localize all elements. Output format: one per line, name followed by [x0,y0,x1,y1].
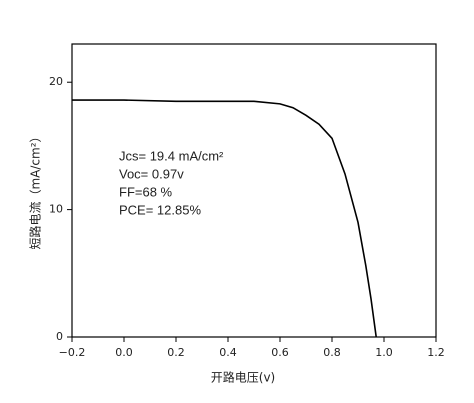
annotation: Voc= 0.97v [119,166,184,181]
x-tick-label: 0.6 [271,346,289,359]
x-tick-label: 1.0 [375,346,393,359]
x-axis-label: 开路电压(v) [211,370,275,385]
plot-frame [71,43,437,338]
x-tick-label: 0.0 [115,346,133,359]
y-axis-label: 短路电流（mA/cm²） [28,130,43,249]
y-tick-label: 0 [56,330,63,343]
annotation: Jcs= 19.4 mA/cm² [119,148,224,163]
annotation: FF=68 % [119,184,173,199]
y-tick-label: 10 [49,203,63,216]
x-tick-label: 0.4 [219,346,237,359]
y-tick-label: 20 [49,75,63,88]
x-tick-label: 0.8 [323,346,341,359]
annotation: PCE= 12.85% [119,202,201,217]
x-tick-label: −0.2 [59,346,86,359]
x-tick-label: 0.2 [167,346,185,359]
x-tick-label: 1.2 [427,346,445,359]
jv-curve [72,99,377,338]
